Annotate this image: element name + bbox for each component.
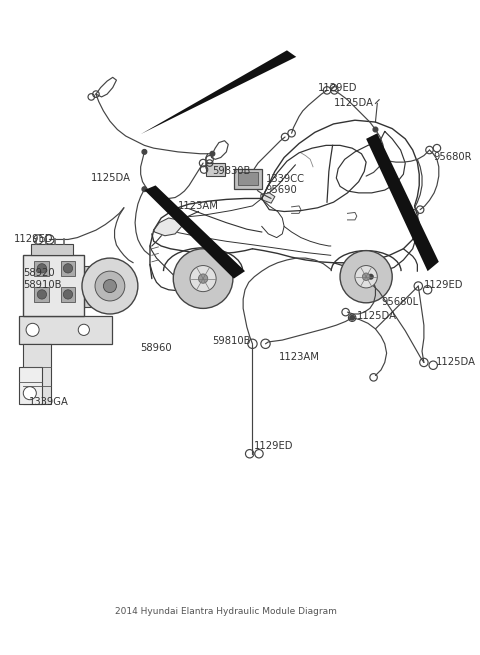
- Circle shape: [355, 265, 377, 288]
- Text: 1129ED: 1129ED: [14, 234, 53, 244]
- Circle shape: [63, 264, 72, 273]
- Bar: [19, 367, 42, 404]
- Text: 59830B: 59830B: [213, 166, 251, 176]
- Text: 1339CC: 1339CC: [265, 174, 304, 184]
- Text: 1125DA: 1125DA: [436, 358, 476, 367]
- Text: 1125DA: 1125DA: [334, 98, 373, 109]
- Polygon shape: [144, 185, 245, 278]
- Text: 59810B: 59810B: [213, 336, 251, 346]
- Text: 58960: 58960: [141, 343, 172, 354]
- Circle shape: [103, 280, 117, 293]
- Circle shape: [190, 265, 216, 291]
- Bar: [23, 255, 84, 316]
- Text: 95690: 95690: [265, 185, 297, 195]
- Text: 95680L: 95680L: [381, 297, 418, 307]
- Circle shape: [78, 324, 89, 335]
- Circle shape: [37, 290, 47, 299]
- Text: 1129ED: 1129ED: [254, 441, 294, 451]
- Bar: [60, 287, 75, 302]
- Circle shape: [142, 187, 147, 191]
- Polygon shape: [413, 215, 419, 232]
- Circle shape: [142, 149, 147, 154]
- Text: 1125DA: 1125DA: [91, 173, 132, 183]
- Polygon shape: [366, 133, 439, 271]
- Circle shape: [350, 316, 354, 320]
- Polygon shape: [141, 50, 296, 134]
- Text: 1129ED: 1129ED: [424, 280, 463, 290]
- Circle shape: [373, 127, 378, 132]
- Bar: [23, 344, 51, 404]
- Bar: [60, 261, 75, 276]
- Circle shape: [23, 386, 36, 400]
- Bar: [206, 163, 225, 176]
- Text: 1123AM: 1123AM: [278, 352, 319, 362]
- Circle shape: [95, 271, 125, 301]
- Circle shape: [198, 274, 208, 283]
- Circle shape: [37, 264, 47, 273]
- Bar: [35, 261, 49, 276]
- Bar: [234, 168, 262, 189]
- Text: 1339GA: 1339GA: [29, 396, 69, 407]
- Text: 1123AM: 1123AM: [178, 201, 219, 211]
- Circle shape: [369, 274, 373, 279]
- Text: 1125DA: 1125DA: [357, 311, 397, 321]
- Bar: [19, 316, 112, 344]
- Circle shape: [82, 258, 138, 314]
- Text: 95680R: 95680R: [433, 153, 472, 162]
- Circle shape: [362, 273, 370, 280]
- Text: 1129ED: 1129ED: [318, 83, 357, 92]
- Bar: [31, 244, 72, 255]
- Polygon shape: [154, 218, 181, 236]
- Text: 58910B: 58910B: [23, 280, 62, 290]
- Bar: [35, 287, 49, 302]
- Circle shape: [63, 290, 72, 299]
- Bar: [238, 172, 258, 185]
- Polygon shape: [261, 193, 275, 203]
- Text: 58920: 58920: [23, 268, 55, 278]
- Circle shape: [210, 151, 215, 156]
- Circle shape: [340, 251, 392, 303]
- Circle shape: [26, 324, 39, 337]
- Circle shape: [173, 249, 233, 309]
- Bar: [84, 265, 110, 307]
- Text: 2014 Hyundai Elantra Hydraulic Module Diagram: 2014 Hyundai Elantra Hydraulic Module Di…: [115, 607, 337, 616]
